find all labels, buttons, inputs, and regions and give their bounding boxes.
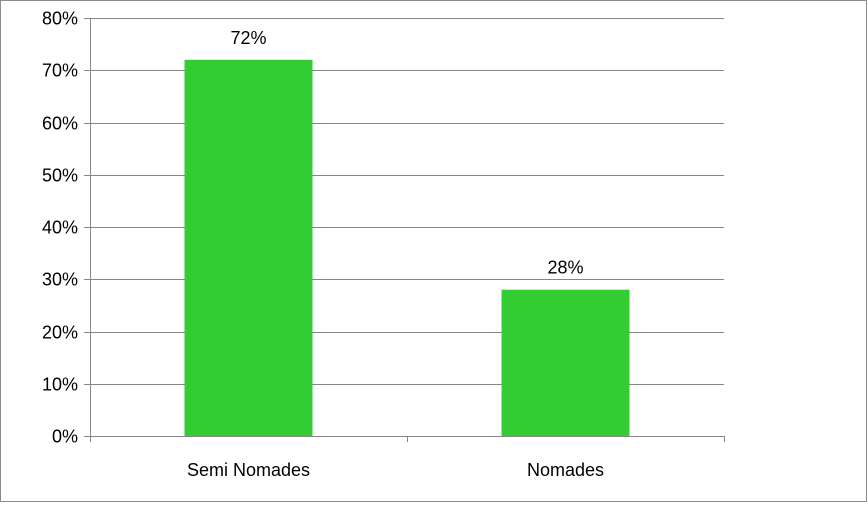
bars bbox=[184, 59, 630, 437]
bar bbox=[184, 59, 313, 437]
y-tick-label: 10% bbox=[42, 375, 78, 395]
y-tick-label: 30% bbox=[42, 270, 78, 290]
y-tick-label: 20% bbox=[42, 323, 78, 343]
y-tick-label: 40% bbox=[42, 218, 78, 238]
labels: 0% 10% 20% 30% 40% 50% 60% 70% 80% 72% Semi Nomade… bbox=[42, 9, 604, 481]
y-tick-label: 50% bbox=[42, 166, 78, 186]
data-label: 28% bbox=[547, 258, 583, 278]
x-tick-label: Semi Nomades bbox=[187, 460, 310, 480]
y-tick-label: 70% bbox=[42, 61, 78, 81]
y-tick-label: 0% bbox=[52, 427, 78, 447]
bar bbox=[501, 289, 630, 436]
axes bbox=[84, 18, 725, 442]
data-label: 72% bbox=[230, 28, 266, 48]
y-tick-label: 60% bbox=[42, 114, 78, 134]
y-tick-label: 80% bbox=[42, 9, 78, 29]
x-tick-label: Nomades bbox=[527, 460, 604, 480]
